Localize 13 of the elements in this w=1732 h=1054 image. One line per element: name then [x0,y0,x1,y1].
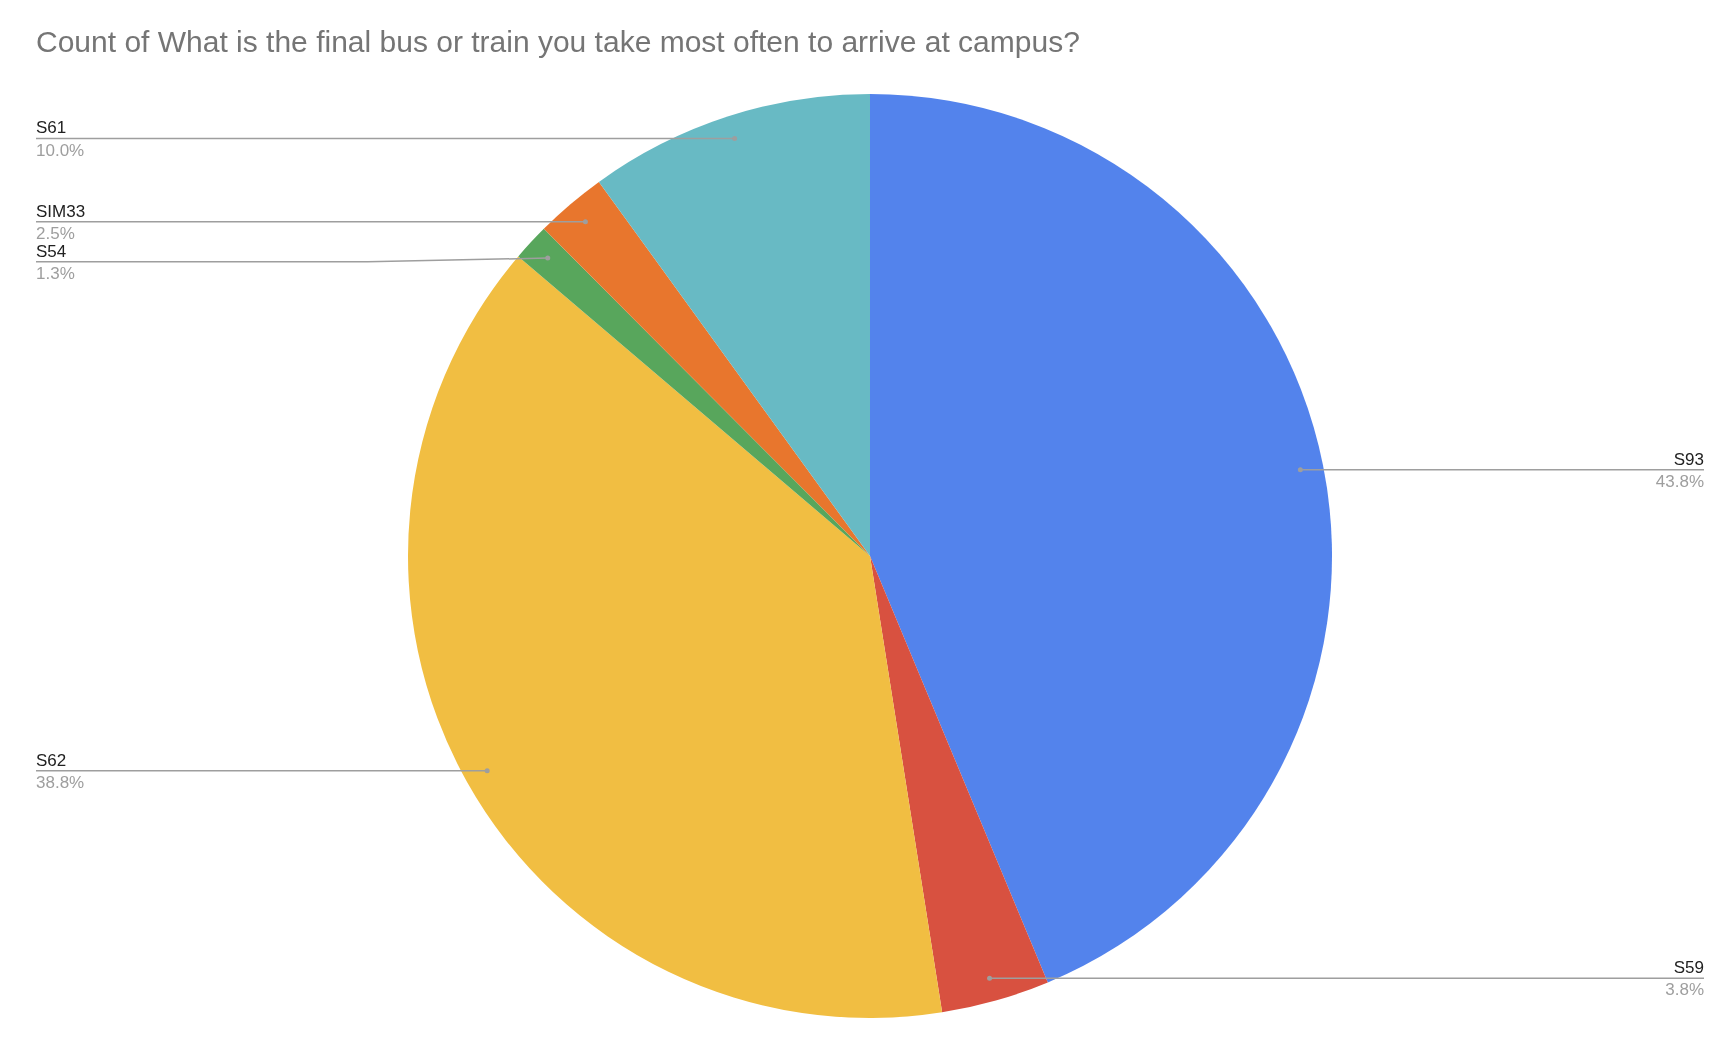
slice-label: S59 [1673,958,1704,978]
data-label: 3.8% [1665,980,1704,1000]
slice-label: S61 [36,118,67,138]
slice-label: SIM33 [36,201,86,221]
slice-label: S54 [36,241,67,261]
data-label: 38.8% [36,772,85,792]
slice-label: S62 [36,750,67,770]
data-label: 10.0% [36,140,85,160]
data-label: 2.5% [36,224,75,244]
chart-title: Count of What is the final bus or train you take most often to arrive at campus? [36,25,1080,59]
slice-label: S93 [1673,449,1704,469]
data-label: 1.3% [36,264,75,284]
data-label: 43.8% [1655,472,1704,492]
